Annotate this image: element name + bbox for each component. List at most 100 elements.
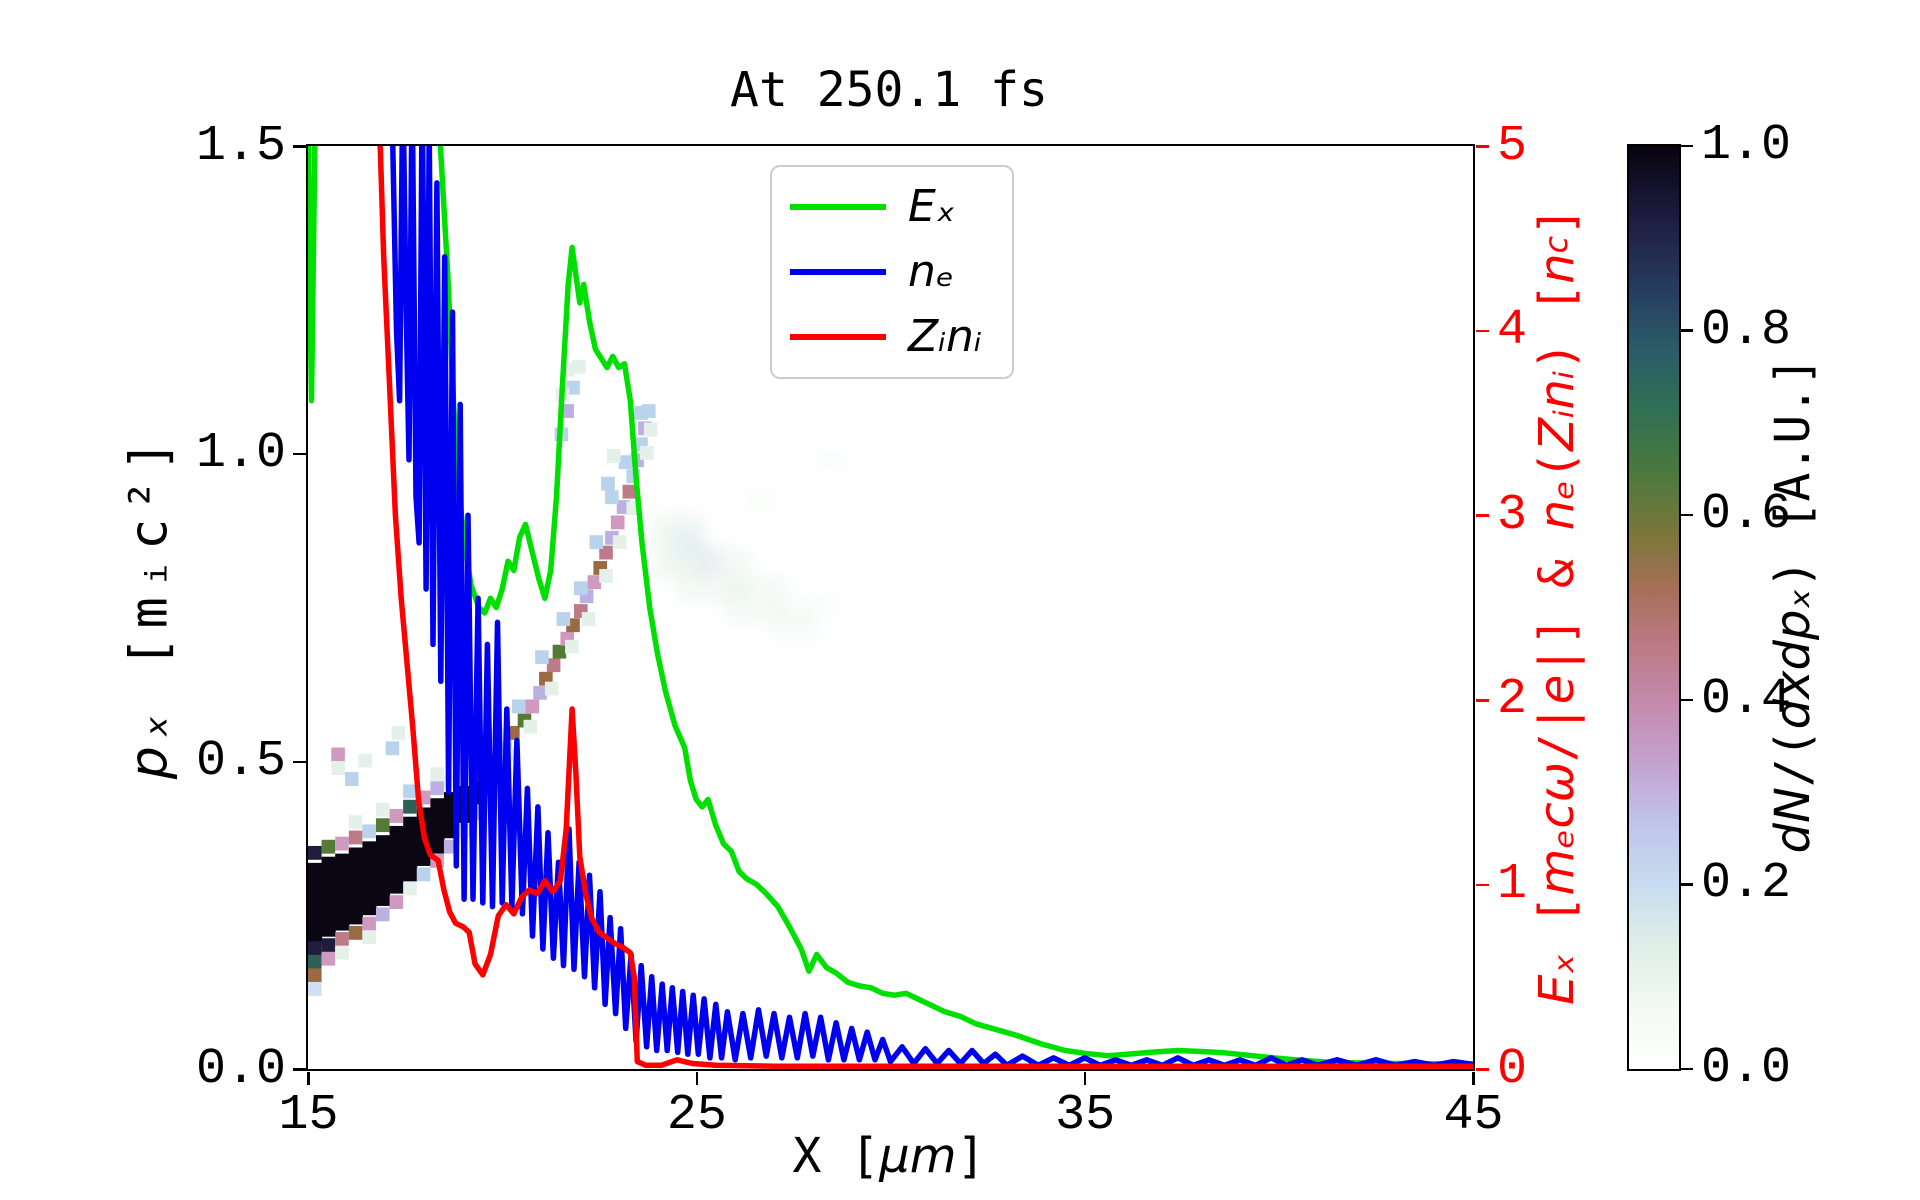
plot-title: At 250.1 fs: [730, 62, 1048, 118]
heatmap-cell: [574, 581, 588, 596]
heatmap-cell: [533, 685, 547, 700]
heatmap-cell: [618, 455, 633, 470]
heatmap-cell: [599, 545, 613, 560]
heatmap-cell: [403, 784, 417, 799]
heatmap-cell: [640, 445, 654, 460]
heatmap-cell: [525, 699, 540, 714]
label-part: /(: [1764, 729, 1821, 788]
heatmap-cell: [651, 518, 705, 580]
heatmap-cell: [389, 895, 404, 910]
heatmap-cell: [348, 847, 363, 925]
heatmap-cell: [331, 761, 345, 775]
heatmap-cell: [797, 589, 841, 620]
heatmap-cell: [544, 681, 559, 696]
heatmap-cell: [671, 527, 703, 559]
heatmap-cell: [698, 545, 722, 577]
heatmap-cell: [362, 824, 376, 839]
heatmap-cell: [607, 449, 621, 463]
heatmap-cell: [375, 835, 391, 906]
heatmap-cell: [589, 535, 604, 550]
heatmap-cell: [511, 699, 526, 714]
legend-line-ne: [790, 268, 886, 275]
heatmap-cell: [308, 862, 323, 943]
heatmap-cell: [572, 359, 586, 374]
colorbar-tick-label: 0.0: [1701, 1040, 1792, 1097]
label-part: nₑ: [1528, 479, 1585, 530]
colorbar-label: dN/(dxdpₓ) [A.U.]: [1764, 144, 1821, 1067]
label-part: ]: [1528, 206, 1585, 236]
y-left-tick: [293, 1068, 306, 1071]
y-left-tick: [293, 760, 306, 764]
label-part: (: [1528, 450, 1585, 480]
colorbar-tick: [1681, 698, 1693, 702]
heatmap-cell: [601, 476, 615, 491]
heatmap-cell: [634, 405, 648, 420]
heatmap-cell: [523, 719, 538, 734]
label-part: c: [1538, 235, 1575, 253]
colorbar: [1627, 144, 1681, 1071]
x-tick: [1083, 1072, 1087, 1085]
y-right-tick: [1476, 145, 1489, 148]
heatmap-cell: [391, 725, 406, 740]
heatmap-cell: [416, 867, 431, 882]
x-axis-label: X [μm]: [793, 1128, 986, 1184]
label-part: ) [: [1528, 283, 1585, 370]
heatmap-cell: [362, 930, 376, 945]
label-part: e: [1528, 674, 1585, 704]
heatmap-cell: [375, 907, 390, 922]
heatmap-cell: [610, 515, 625, 530]
y-left-tick: [293, 452, 306, 456]
curve-Zini: [377, 146, 1473, 1069]
colorbar-tick-label: 0.8: [1701, 301, 1792, 359]
heatmap-cell: [566, 380, 580, 395]
heatmap-cell: [348, 925, 363, 940]
heatmap-cell: [403, 881, 417, 896]
curve-Ex: [308, 146, 1473, 1067]
legend-box: Eₓ nₑ Zᵢnᵢ: [770, 165, 1014, 379]
y-left-tick-label: 0.5: [195, 732, 286, 790]
heatmap-cell: [308, 981, 322, 996]
heatmap-cell: [661, 504, 701, 539]
label-part: X [: [792, 1128, 880, 1184]
legend-label-ne: nₑ: [908, 245, 955, 297]
y-right-tick-label: 4: [1497, 302, 1528, 360]
heatmap-cell: [770, 604, 821, 642]
x-tick: [695, 1072, 699, 1085]
x-tick-label: 15: [278, 1087, 339, 1144]
legend-label-zini: Zᵢnᵢ: [908, 310, 982, 362]
heatmap-cell: [676, 547, 751, 603]
heatmap-cell: [344, 772, 359, 786]
y-right-tick: [1476, 883, 1489, 887]
y-left-tick-label: 1.0: [195, 425, 286, 483]
label-part: |] &: [1528, 529, 1585, 675]
heatmap-cell: [335, 836, 349, 851]
legend-item-ex: Eₓ: [772, 185, 1012, 229]
label-part: /|: [1528, 703, 1585, 762]
heatmap-cell: [430, 781, 444, 796]
heatmap-cell: [565, 639, 579, 654]
colorbar-tick-label: 0.6: [1701, 486, 1792, 544]
y-right-tick-label: 1: [1497, 855, 1528, 913]
y-right-tick-label: 0: [1497, 1040, 1528, 1098]
heatmap-cell: [321, 951, 336, 966]
heatmap-cell: [321, 856, 336, 937]
y-left-tick-label: 0.0: [195, 1040, 286, 1098]
label-part: mₑcω: [1528, 761, 1585, 895]
label-part: ) [A.U.]: [1764, 357, 1821, 589]
heatmap-cell: [742, 484, 778, 516]
colorbar-tick: [1681, 329, 1693, 332]
y-left-tick-label: 1.5: [195, 117, 286, 175]
label-part: Zᵢnᵢ: [1528, 370, 1585, 451]
legend-item-zini: Zᵢnᵢ: [772, 310, 1012, 362]
heatmap-cell: [308, 845, 322, 860]
heatmap-cell: [605, 490, 619, 505]
heatmap-cell: [552, 644, 567, 659]
colorbar-tick-label: 0.4: [1701, 670, 1792, 728]
heatmap-cell: [362, 916, 376, 931]
heatmap-cell: [321, 839, 336, 854]
colorbar-tick-label: 1.0: [1701, 117, 1792, 174]
heatmap-cell: [587, 575, 602, 590]
heatmap-cell: [308, 968, 322, 983]
heatmap-cell: [599, 569, 613, 583]
colorbar-tick: [1681, 513, 1693, 517]
